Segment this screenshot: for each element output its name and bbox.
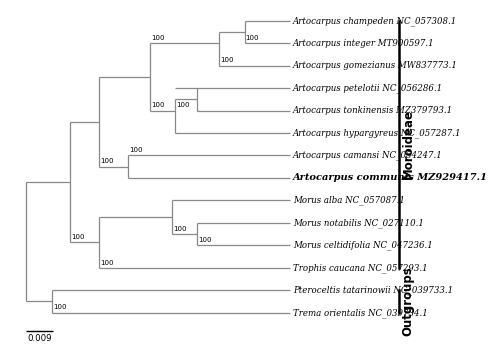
Text: Artocarpus integer MT900597.1: Artocarpus integer MT900597.1 <box>293 39 434 48</box>
Text: Trophis caucana NC_057293.1: Trophis caucana NC_057293.1 <box>293 263 428 273</box>
Text: 100: 100 <box>246 35 259 41</box>
Text: Trema orientalis NC_039734.1: Trema orientalis NC_039734.1 <box>293 308 428 318</box>
Text: Outgroups: Outgroups <box>402 266 414 336</box>
Text: Artocarpus camansi NC_054247.1: Artocarpus camansi NC_054247.1 <box>293 151 442 160</box>
Text: Morus alba NC_057087.1: Morus alba NC_057087.1 <box>293 195 405 205</box>
Text: 100: 100 <box>176 102 190 108</box>
Text: Artocarpus gomezianus MW837773.1: Artocarpus gomezianus MW837773.1 <box>293 61 458 70</box>
Text: Morus celtidifolia NC_047236.1: Morus celtidifolia NC_047236.1 <box>293 240 432 250</box>
Text: Artocarpus petelotii NC_056286.1: Artocarpus petelotii NC_056286.1 <box>293 83 443 93</box>
Text: Artocarpus communis MZ929417.1: Artocarpus communis MZ929417.1 <box>293 173 488 182</box>
Text: Morus notabilis NC_027110.1: Morus notabilis NC_027110.1 <box>293 218 424 228</box>
Text: Moroideae: Moroideae <box>402 109 414 179</box>
Text: 100: 100 <box>100 260 114 265</box>
Text: Artocarpus champeden NC_057308.1: Artocarpus champeden NC_057308.1 <box>293 16 457 26</box>
Text: 100: 100 <box>100 158 114 164</box>
Text: Pteroceltis tatarinowii NC_039733.1: Pteroceltis tatarinowii NC_039733.1 <box>293 285 453 295</box>
Text: 100: 100 <box>71 234 85 240</box>
Text: Artocarpus tonkinensis MZ379793.1: Artocarpus tonkinensis MZ379793.1 <box>293 106 453 115</box>
Text: 100: 100 <box>173 226 186 232</box>
Text: 100: 100 <box>151 35 164 41</box>
Text: 100: 100 <box>53 304 66 310</box>
Text: 0.009: 0.009 <box>28 334 52 343</box>
Text: 100: 100 <box>198 237 212 243</box>
Text: Artocarpus hypargyreus NC_057287.1: Artocarpus hypargyreus NC_057287.1 <box>293 128 462 138</box>
Text: 100: 100 <box>151 102 164 108</box>
Text: 100: 100 <box>130 147 143 153</box>
Text: 100: 100 <box>220 57 234 63</box>
